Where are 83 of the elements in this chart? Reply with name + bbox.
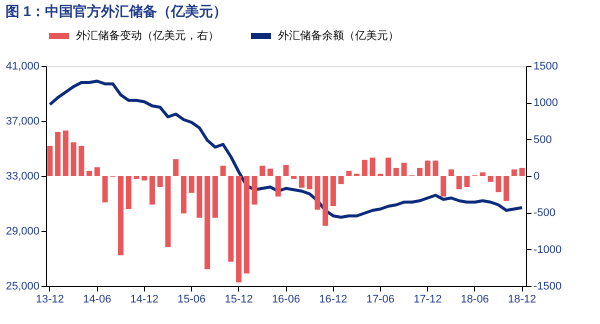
chart-title: 图 1：中国官方外汇储备（亿美元） [5, 3, 228, 19]
x-tick-label: 17-06 [366, 294, 394, 306]
y2-tick-label: 1000 [534, 97, 558, 110]
bar [298, 176, 304, 188]
bar [212, 176, 218, 218]
bar [488, 176, 494, 182]
bar [370, 158, 376, 176]
bar [432, 160, 438, 176]
bar [236, 176, 242, 282]
bar [504, 176, 510, 201]
bar [424, 160, 430, 176]
y2-tick-label: -500 [534, 207, 556, 220]
bar [149, 176, 155, 205]
y-tick-label: 25,000 [6, 280, 40, 292]
bar [338, 176, 344, 184]
bar [94, 167, 100, 176]
legend-label: 外汇储备变动（亿美元，右） [76, 29, 219, 42]
bar [268, 168, 274, 176]
bar [496, 176, 502, 192]
bar [204, 176, 210, 270]
bar [393, 168, 399, 176]
legend-label: 外汇储备余额（亿美元） [278, 29, 399, 42]
x-tick-label: 18-06 [460, 294, 489, 306]
bar [102, 176, 108, 202]
bar [283, 165, 289, 176]
bar [346, 170, 352, 176]
bar [330, 176, 336, 206]
x-tick-label: 16-12 [319, 294, 348, 306]
y2-tick-label: 1500 [534, 60, 558, 72]
bar [386, 158, 392, 176]
y2-tick-label: 0 [534, 170, 540, 182]
x-tick-label: 15-12 [224, 294, 253, 306]
bar [188, 176, 194, 193]
bar [142, 176, 148, 180]
bar [55, 132, 61, 176]
bar [134, 176, 140, 179]
bar [220, 166, 226, 176]
bar [456, 176, 462, 190]
bar [401, 162, 407, 176]
bar [228, 176, 234, 262]
bar [322, 176, 328, 226]
x-tick-label: 17-12 [414, 294, 442, 306]
bar [180, 176, 186, 214]
bar [275, 176, 281, 197]
bar [291, 176, 297, 179]
bar [464, 176, 470, 187]
bar [157, 176, 163, 187]
bar [362, 160, 368, 176]
bar [417, 168, 423, 176]
bar [78, 146, 84, 176]
bar [165, 176, 171, 248]
y-tick-label: 33,000 [6, 170, 40, 182]
bar [306, 176, 312, 190]
bar [519, 168, 525, 176]
x-tick-label: 13-12 [36, 294, 64, 306]
y-tick-label: 29,000 [6, 226, 40, 238]
y2-tick-label: -1000 [534, 244, 562, 256]
x-tick-label: 16-06 [272, 294, 300, 306]
bar [314, 176, 320, 210]
x-tick-label: 14-06 [83, 294, 112, 306]
bar [118, 176, 124, 256]
y2-tick-label: 500 [534, 134, 552, 146]
bar [196, 176, 202, 218]
bar [86, 170, 92, 176]
x-tick-label: 15-06 [178, 294, 206, 306]
bar [440, 176, 446, 197]
y2-tick-label: -1500 [534, 280, 562, 292]
bar [448, 169, 454, 176]
bar [480, 172, 486, 176]
bar [511, 169, 517, 176]
bar [62, 130, 68, 176]
bar [244, 176, 250, 274]
bar [252, 176, 258, 205]
bar [126, 176, 132, 209]
y-tick-label: 41,000 [6, 60, 40, 72]
bar [173, 159, 179, 176]
bar [70, 142, 76, 176]
line-series [48, 80, 524, 219]
x-tick-label: 14-12 [130, 294, 158, 306]
bar [47, 146, 53, 176]
y-tick-label: 37,000 [6, 116, 40, 128]
x-tick-label: 18-12 [508, 294, 536, 306]
bar [260, 166, 266, 176]
